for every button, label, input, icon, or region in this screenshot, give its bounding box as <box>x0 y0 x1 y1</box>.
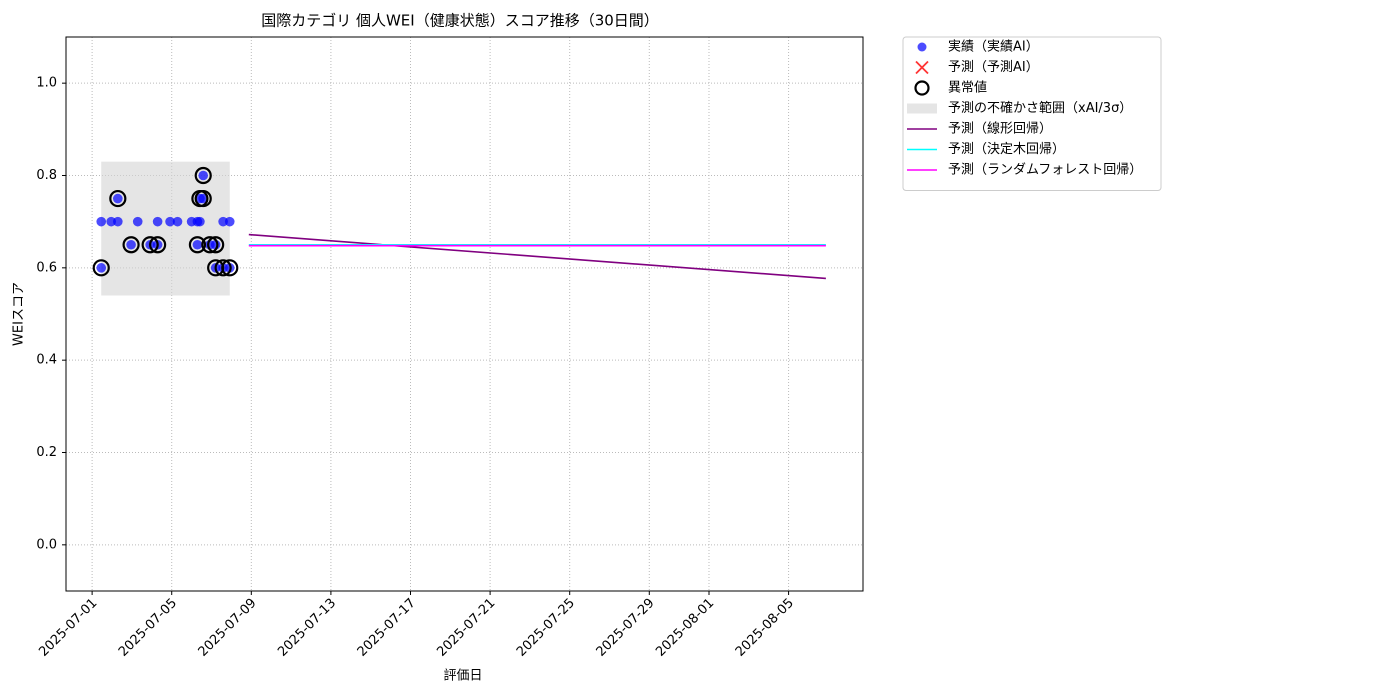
outlier-marker <box>92 259 110 277</box>
data-point <box>152 216 163 227</box>
legend-label: 予測（予測AI） <box>948 60 1039 75</box>
data-point <box>132 216 143 227</box>
outlier-marker <box>214 259 232 277</box>
legend-label: 予測（線形回帰） <box>948 121 1052 137</box>
data-point <box>218 216 228 227</box>
legend-label: 異常値 <box>948 80 987 96</box>
plot-area <box>92 161 826 296</box>
grid <box>66 37 863 591</box>
x-tick-label: 2025-07-29 <box>594 596 658 660</box>
legend-swatch <box>915 60 929 75</box>
legend-swatch <box>907 103 937 114</box>
x-tick-label: 2025-08-01 <box>653 596 717 660</box>
x-axis-label: 評価日 <box>443 669 482 684</box>
legend-label: 予測（ランダムフォレスト回帰） <box>948 162 1142 178</box>
data-point <box>96 263 107 273</box>
legend-label: 予測の不確かさ範囲（xAI/3σ） <box>948 100 1132 116</box>
legend-box <box>902 36 1162 191</box>
x-tick-label: 2025-07-21 <box>434 596 498 660</box>
data-point <box>96 216 107 227</box>
chart-title: 国際カテゴリ 個人WEI（健康状態）スコア推移（30日間） <box>261 12 659 30</box>
plot-frame <box>65 36 864 592</box>
outlier-marker <box>109 189 127 208</box>
x-tick-label: 2025-07-17 <box>355 596 419 660</box>
y-tick-label: 1.0 <box>36 76 57 91</box>
forecast-line <box>248 233 826 280</box>
y-tick-label: 0.4 <box>36 353 57 368</box>
data-point <box>192 239 203 250</box>
y-tick-label: 0.6 <box>36 260 57 275</box>
outlier-marker <box>201 236 219 254</box>
outlier-marker <box>122 236 140 254</box>
legend-label: 予測（決定木回帰） <box>948 141 1065 157</box>
uncertainty-band <box>101 161 230 296</box>
y-tick-label: 0.2 <box>36 445 57 460</box>
outlier-marker <box>194 189 212 208</box>
x-tick-label: 2025-07-01 <box>36 596 100 660</box>
x-tick-label: 2025-07-13 <box>275 596 339 660</box>
data-point <box>195 216 205 227</box>
outlier-marker <box>194 166 212 185</box>
y-tick-label: 0.8 <box>36 168 57 183</box>
y-axis-label: WEIスコア <box>12 282 27 346</box>
outlier-marker <box>149 236 167 254</box>
data-point <box>198 170 209 181</box>
legend-swatch <box>914 80 930 96</box>
outlier-marker <box>141 236 159 254</box>
y-tick-label: 0.0 <box>36 537 57 552</box>
data-point <box>172 216 183 227</box>
x-tick-label: 2025-08-05 <box>733 596 797 660</box>
outlier-marker <box>207 236 225 254</box>
x-tick-label: 2025-07-09 <box>196 596 260 660</box>
data-point <box>113 193 123 204</box>
x-tick-label: 2025-07-25 <box>514 596 578 660</box>
data-point <box>165 216 175 227</box>
data-point <box>113 216 123 227</box>
data-point <box>126 239 136 250</box>
data-point <box>198 193 209 204</box>
legend-swatch <box>917 42 927 52</box>
outlier-marker <box>221 259 239 277</box>
outlier-marker <box>188 236 207 254</box>
x-tick-label: 2025-07-05 <box>116 596 180 660</box>
data-point <box>106 216 116 227</box>
data-point <box>224 216 235 227</box>
legend-label: 実績（実績AI） <box>948 39 1039 55</box>
